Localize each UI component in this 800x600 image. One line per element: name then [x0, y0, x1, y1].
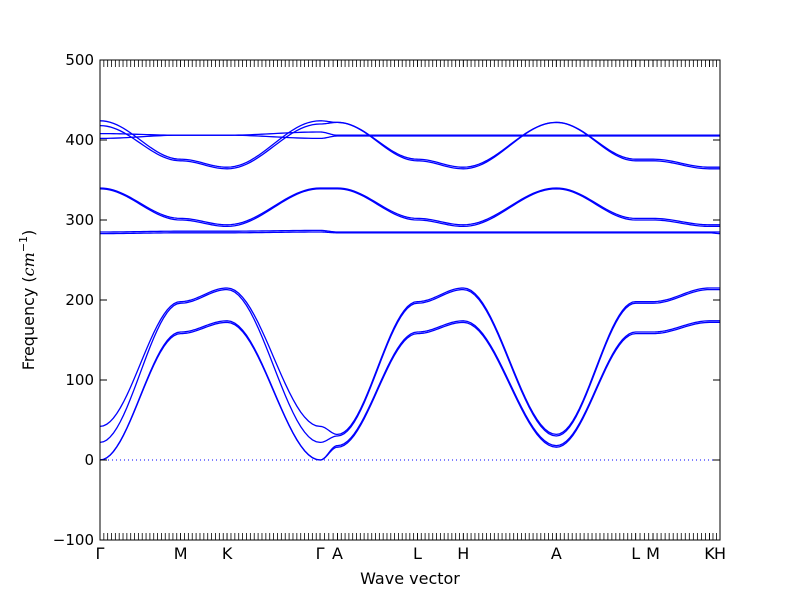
y-axis-label-unit: cm: [19, 252, 38, 276]
band-line-12: [100, 120, 720, 168]
band-line-1: [100, 321, 720, 461]
y-axis: −100 0 100 200 300 400 500: [53, 51, 720, 549]
band-line-10: [100, 131, 720, 136]
x-tick-label: K: [222, 544, 233, 563]
y-tick-label: 500: [65, 51, 94, 69]
y-axis-label-text: Frequency: [19, 283, 38, 371]
band-line-5: [100, 231, 720, 235]
x-tick-label: L: [631, 544, 640, 563]
band-line-8: [100, 187, 720, 226]
x-tick-label: A: [332, 544, 343, 563]
x-tick-label: A: [551, 544, 562, 563]
x-tick-label: M: [174, 544, 188, 563]
y-tick-label: 200: [65, 291, 94, 309]
band-line-11: [100, 121, 720, 170]
y-axis-label-paren-close: ): [19, 230, 38, 236]
band-line-2: [100, 320, 720, 461]
band-line-7: [100, 188, 720, 228]
x-tick-label: M: [646, 544, 660, 563]
x-axis-label: Wave vector: [360, 569, 460, 588]
y-tick-label: 300: [65, 211, 94, 229]
y-tick-label: 400: [65, 131, 94, 149]
x-tick-label: H: [714, 544, 726, 563]
x-tick-label: Γ: [316, 544, 325, 563]
y-tick-label: 100: [65, 371, 94, 389]
x-tick-label: K: [704, 544, 715, 563]
x-tick-label: L: [413, 544, 422, 563]
y-tick-label: −100: [53, 531, 94, 549]
y-axis-label: Frequency (cm−1): [17, 230, 38, 371]
x-tick-label: Γ: [96, 544, 105, 563]
band-line-6: [100, 229, 720, 233]
band-line-3: [100, 288, 720, 444]
band-lines: [100, 120, 720, 461]
y-axis-label-exponent: −1: [17, 236, 30, 252]
y-axis-label-paren-open: (: [19, 276, 38, 282]
y-tick-label: 0: [84, 451, 94, 469]
x-tick-label: H: [457, 544, 469, 563]
band-line-4: [100, 287, 720, 436]
